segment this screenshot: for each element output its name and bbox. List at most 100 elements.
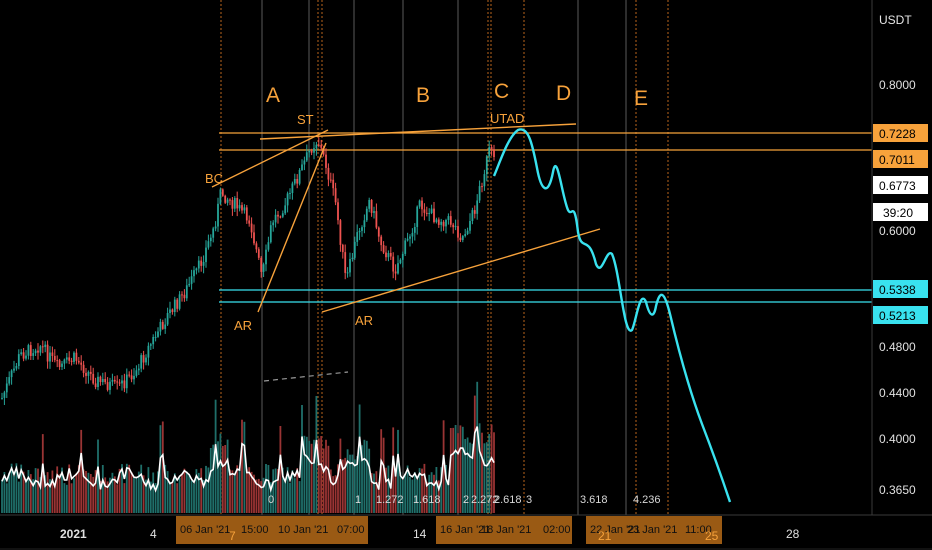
candle-body bbox=[437, 219, 440, 225]
candle-body bbox=[53, 356, 56, 361]
candle-body bbox=[17, 354, 20, 366]
volume-bar bbox=[214, 399, 217, 513]
volume-bar bbox=[3, 472, 6, 513]
volume-bar bbox=[135, 476, 138, 513]
candle-body bbox=[289, 193, 291, 194]
price-tag-box bbox=[873, 150, 928, 168]
volume-bar bbox=[169, 481, 171, 513]
candle-body bbox=[190, 276, 193, 284]
volume-bar bbox=[185, 471, 188, 513]
candle-body bbox=[404, 240, 407, 254]
volume-bar bbox=[8, 472, 11, 513]
ar-label-1: AR bbox=[234, 318, 252, 333]
candle-body bbox=[382, 245, 385, 253]
fib-time-lines bbox=[220, 0, 669, 515]
time-label-25: 25 bbox=[705, 529, 719, 543]
volume-bar bbox=[387, 465, 390, 513]
volume-bar bbox=[329, 469, 332, 513]
price-tag-0-7228: 0.7228 bbox=[879, 127, 916, 141]
candle-body bbox=[409, 236, 411, 239]
volume-bar bbox=[490, 424, 493, 513]
candle-body bbox=[365, 208, 368, 221]
candle-body bbox=[140, 355, 143, 369]
volume-bar bbox=[231, 470, 234, 513]
volume-bar bbox=[32, 479, 35, 513]
volume-bar bbox=[260, 481, 263, 513]
candle-body bbox=[291, 183, 294, 193]
candle-body bbox=[411, 232, 414, 237]
volume-bar bbox=[473, 395, 476, 513]
volume-bar bbox=[262, 477, 265, 513]
candle-body bbox=[99, 376, 102, 382]
candle-body bbox=[65, 357, 68, 360]
volume-bar bbox=[92, 476, 95, 513]
fib-labels: 0 1 1.272 1.618 2 2.272 2.618 3 3.618 4.… bbox=[268, 494, 661, 506]
candle-body bbox=[137, 368, 140, 371]
time-axis[interactable]: 06 Jan '21 15:00 10 Jan '21 07:00 16 Jan… bbox=[0, 514, 932, 550]
candle-body bbox=[368, 200, 371, 209]
volume-bar bbox=[188, 474, 191, 513]
volume-bar bbox=[425, 481, 428, 513]
volume-bar bbox=[41, 434, 44, 513]
volume-bar bbox=[325, 439, 327, 513]
volume-bar bbox=[44, 475, 47, 513]
candle-body bbox=[39, 346, 42, 353]
time-tag-10-jan: 10 Jan '21 bbox=[278, 524, 328, 536]
candle-body bbox=[183, 294, 186, 299]
volume-bar bbox=[34, 468, 37, 513]
price-ticks: 0.8000 0.6000 0.4800 0.4400 0.4000 0.365… bbox=[879, 78, 916, 497]
candle-body bbox=[46, 344, 49, 362]
candle-body bbox=[385, 252, 387, 258]
candle-body bbox=[358, 230, 361, 233]
volume-bar bbox=[440, 467, 443, 513]
volume-bar bbox=[123, 483, 126, 513]
volume-bar bbox=[22, 471, 25, 513]
candle-body bbox=[361, 227, 363, 231]
candle-body bbox=[301, 164, 303, 170]
candle-body bbox=[94, 383, 97, 388]
candle-body bbox=[418, 200, 421, 207]
volume-bar bbox=[142, 475, 145, 513]
time-tag-15-00: 15:00 bbox=[241, 524, 269, 536]
volume-bar bbox=[181, 474, 183, 513]
bar-countdown: 39:20 bbox=[883, 206, 913, 220]
candle-body bbox=[471, 210, 474, 221]
volume-bar bbox=[5, 483, 8, 513]
candle-body bbox=[447, 216, 450, 220]
time-label-28: 28 bbox=[786, 527, 800, 541]
candle-body bbox=[61, 363, 63, 367]
candle-body bbox=[469, 221, 471, 231]
volume-bar bbox=[164, 464, 167, 513]
price-tick-0-4000: 0.4000 bbox=[879, 432, 916, 446]
volume-bar bbox=[308, 440, 311, 513]
candle-body bbox=[123, 380, 126, 389]
price-axis[interactable]: USDT 0.8000 0.6000 0.4800 0.4400 0.4000 … bbox=[871, 0, 932, 515]
volume-bar bbox=[397, 429, 399, 513]
volume-bar bbox=[73, 478, 75, 513]
candle-body bbox=[87, 371, 90, 376]
volume-bar bbox=[274, 468, 277, 513]
candle-body bbox=[452, 224, 455, 228]
ar-st-line bbox=[257, 142, 327, 313]
projection-curve bbox=[492, 128, 732, 503]
candle-body bbox=[173, 299, 176, 312]
time-tag-16-jan: 16 Jan '21 bbox=[440, 524, 490, 536]
volume-bar bbox=[152, 472, 155, 513]
candle-body bbox=[226, 199, 229, 203]
time-label-14: 14 bbox=[413, 527, 427, 541]
volume-bar bbox=[37, 468, 39, 513]
candle-body bbox=[178, 294, 181, 309]
volume-bar bbox=[243, 421, 246, 513]
fib-label-1-272: 1.272 bbox=[376, 494, 404, 506]
bc-label: BC bbox=[205, 171, 223, 186]
volume-bar bbox=[334, 475, 337, 513]
volume-bar bbox=[190, 480, 193, 513]
volume-bar bbox=[61, 467, 63, 513]
volume-bar bbox=[121, 464, 123, 513]
volume-bar bbox=[200, 468, 203, 513]
volume-bar bbox=[195, 469, 198, 513]
volume-bar bbox=[428, 474, 431, 513]
price-tag-0-5213: 0.5213 bbox=[879, 309, 916, 323]
fib-label-2-272: 2.272 bbox=[471, 494, 499, 506]
